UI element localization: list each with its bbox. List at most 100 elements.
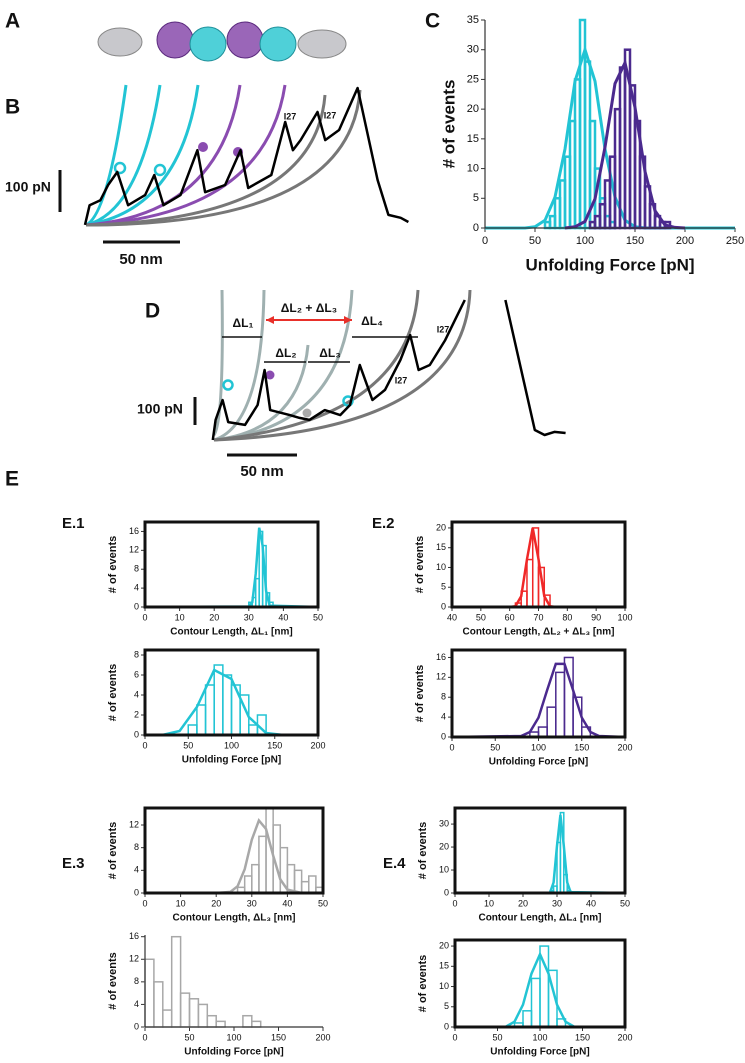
histogram-bar bbox=[522, 1010, 533, 1028]
scale-bar-label: 50 nm bbox=[119, 251, 162, 268]
x-tick-label: 10 bbox=[175, 612, 185, 622]
x-tick-label: 200 bbox=[617, 742, 632, 752]
x-tick-label: 40 bbox=[586, 898, 596, 908]
x-tick-label: 70 bbox=[533, 612, 543, 622]
x-tick-label: 0 bbox=[452, 898, 457, 908]
y-tick-label: 10 bbox=[467, 162, 479, 174]
histogram-bar bbox=[197, 1003, 209, 1028]
fit-curve bbox=[485, 44, 735, 230]
panel-label: E.2 bbox=[372, 515, 395, 532]
y-axis-label: # of events bbox=[107, 664, 119, 721]
panel-label: E.3 bbox=[62, 855, 85, 872]
x-tick-label: 50 bbox=[490, 742, 500, 752]
plot-frame bbox=[143, 520, 320, 609]
x-tick-label: 0 bbox=[142, 898, 147, 908]
y-tick-label: 20 bbox=[467, 103, 479, 115]
x-axis-label: Contour Length, ΔL₃ [nm] bbox=[173, 913, 296, 924]
y-tick-label: 5 bbox=[473, 192, 479, 204]
y-tick-label: 5 bbox=[444, 1001, 449, 1011]
panel-label: C bbox=[425, 10, 440, 33]
y-tick-label: 0 bbox=[134, 887, 139, 897]
histogram-bar bbox=[144, 958, 155, 1028]
x-axis-label: Contour Length, ΔL₄ [nm] bbox=[478, 913, 601, 924]
y-tick-label: 25 bbox=[467, 73, 479, 85]
histogram-bar bbox=[222, 674, 233, 736]
y-tick-label: 30 bbox=[439, 818, 449, 828]
x-tick-label: 40 bbox=[447, 612, 457, 622]
y-tick-label: 0 bbox=[441, 601, 446, 611]
y-tick-label: 12 bbox=[129, 819, 139, 829]
y-tick-label: 4 bbox=[134, 582, 139, 592]
y-tick-label: 0 bbox=[134, 601, 139, 611]
x-tick-label: 150 bbox=[575, 1032, 590, 1042]
y-tick-label: 20 bbox=[439, 940, 449, 950]
x-tick-label: 80 bbox=[562, 612, 572, 622]
histogram-bar bbox=[530, 977, 541, 1028]
y-axis-label: # of events bbox=[107, 536, 119, 593]
histogram-bar bbox=[162, 1009, 173, 1028]
y-tick-label: 4 bbox=[441, 711, 446, 721]
annotation: I27 bbox=[284, 111, 297, 121]
y-tick-label: 8 bbox=[134, 976, 139, 986]
wlc-fits-d bbox=[212, 289, 472, 442]
annotation: I27 bbox=[395, 375, 408, 385]
histogram-bar bbox=[196, 704, 207, 736]
histogram-bar bbox=[213, 664, 224, 736]
x-tick-label: 150 bbox=[271, 1032, 286, 1042]
force-trace bbox=[504, 299, 566, 437]
scale-bar-label: 50 nm bbox=[240, 463, 283, 480]
x-tick-label: 90 bbox=[591, 612, 601, 622]
y-tick-label: 0 bbox=[473, 222, 479, 234]
x-tick-label: 0 bbox=[449, 742, 454, 752]
force-trace bbox=[83, 86, 409, 226]
histogram-bar bbox=[251, 1020, 262, 1028]
annotation: ΔL₂ + ΔL₃ bbox=[281, 301, 337, 315]
y-tick-label: 8 bbox=[134, 842, 139, 852]
x-tick-label: 250 bbox=[726, 235, 744, 247]
fit-curve bbox=[455, 814, 626, 895]
x-tick-label: 40 bbox=[282, 898, 292, 908]
x-tick-label: 30 bbox=[244, 612, 254, 622]
x-tick-label: 60 bbox=[505, 612, 515, 622]
y-axis-label: # of events bbox=[439, 80, 458, 169]
histogram-bar bbox=[308, 875, 317, 894]
x-axis-label: Unfolding Force [pN] bbox=[489, 757, 588, 768]
x-axis-label: Unfolding Force [pN] bbox=[525, 255, 694, 274]
x-tick-label: 50 bbox=[476, 612, 486, 622]
panel-label: E bbox=[5, 468, 19, 491]
x-tick-label: 20 bbox=[211, 898, 221, 908]
y-tick-label: 10 bbox=[436, 562, 446, 572]
x-axis-label: Unfolding Force [pN] bbox=[490, 1047, 589, 1058]
x-tick-label: 0 bbox=[142, 1032, 147, 1042]
y-tick-label: 0 bbox=[441, 731, 446, 741]
y-tick-label: 16 bbox=[129, 931, 139, 941]
histogram-bar bbox=[546, 706, 557, 738]
annotation: ΔL₁ bbox=[233, 316, 254, 330]
histogram-bar bbox=[206, 1014, 217, 1028]
histogram-bar bbox=[243, 875, 253, 894]
y-tick-label: 10 bbox=[439, 864, 449, 874]
x-tick-label: 150 bbox=[267, 740, 282, 750]
histogram-bar bbox=[170, 935, 182, 1028]
plot-frame bbox=[450, 520, 627, 609]
plot-frame bbox=[143, 806, 325, 895]
y-tick-label: 15 bbox=[467, 133, 479, 145]
fit-curve bbox=[144, 527, 319, 609]
panel-label: E.4 bbox=[383, 855, 406, 872]
y-tick-label: 8 bbox=[134, 649, 139, 659]
y-tick-label: 4 bbox=[134, 865, 139, 875]
histogram-bar bbox=[204, 684, 215, 736]
protein-cartoon bbox=[97, 21, 347, 62]
y-axis-label: # of events bbox=[417, 955, 429, 1012]
x-axis-label: Contour Length, ΔL₂ + ΔL₃ [nm] bbox=[462, 627, 614, 638]
x-tick-label: 50 bbox=[529, 235, 541, 247]
histogram-bar bbox=[300, 880, 310, 894]
x-tick-label: 100 bbox=[224, 740, 239, 750]
histogram-bar bbox=[251, 863, 260, 894]
annotation: ΔL₄ bbox=[361, 314, 383, 328]
x-tick-label: 30 bbox=[247, 898, 257, 908]
x-tick-label: 150 bbox=[626, 235, 644, 247]
histogram-bar bbox=[293, 869, 303, 894]
histogram-bar bbox=[242, 1014, 253, 1028]
